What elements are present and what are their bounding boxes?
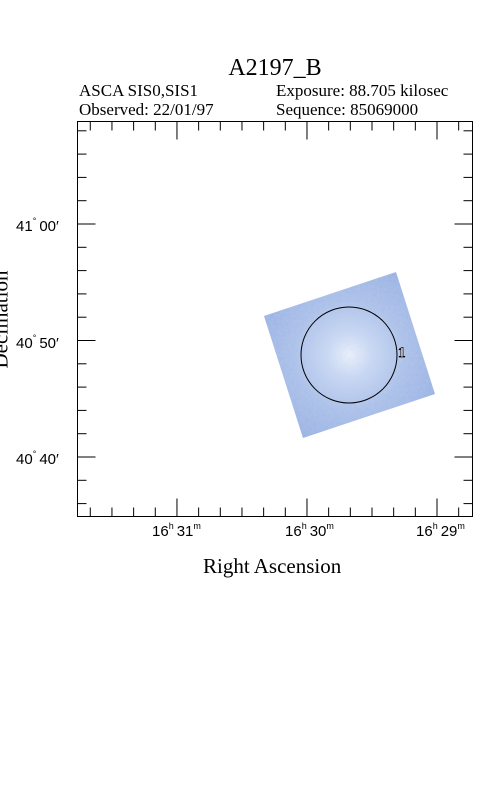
sequence-label: Sequence: 85069000: [276, 100, 419, 119]
dec-tick-label: 40° 40′: [16, 449, 59, 468]
plot-frame: [77, 121, 473, 517]
region-number-label: 1: [398, 345, 406, 361]
dec-tick-label: 40° 50′: [16, 333, 59, 352]
observed-label: Observed: 22/01/97: [79, 100, 214, 119]
exposure-field: [264, 272, 435, 438]
instrument-label: ASCA SIS0,SIS1: [79, 81, 199, 100]
image-title: A2197_B: [228, 55, 322, 81]
exposure-label: Exposure: 88.705 kilosec: [276, 81, 449, 100]
x-axis-title: Right Ascension: [203, 554, 342, 578]
ra-tick-label: 16h 29m: [416, 521, 465, 540]
ra-tick-label: 16h 30m: [285, 521, 334, 540]
source-region-circle: [300, 306, 398, 404]
dec-tick-label: 41° 00′: [16, 216, 59, 235]
ra-tick-label: 16h 31m: [152, 521, 201, 540]
y-axis-title: Declination: [0, 270, 13, 369]
axis-ticks: [77, 121, 473, 517]
